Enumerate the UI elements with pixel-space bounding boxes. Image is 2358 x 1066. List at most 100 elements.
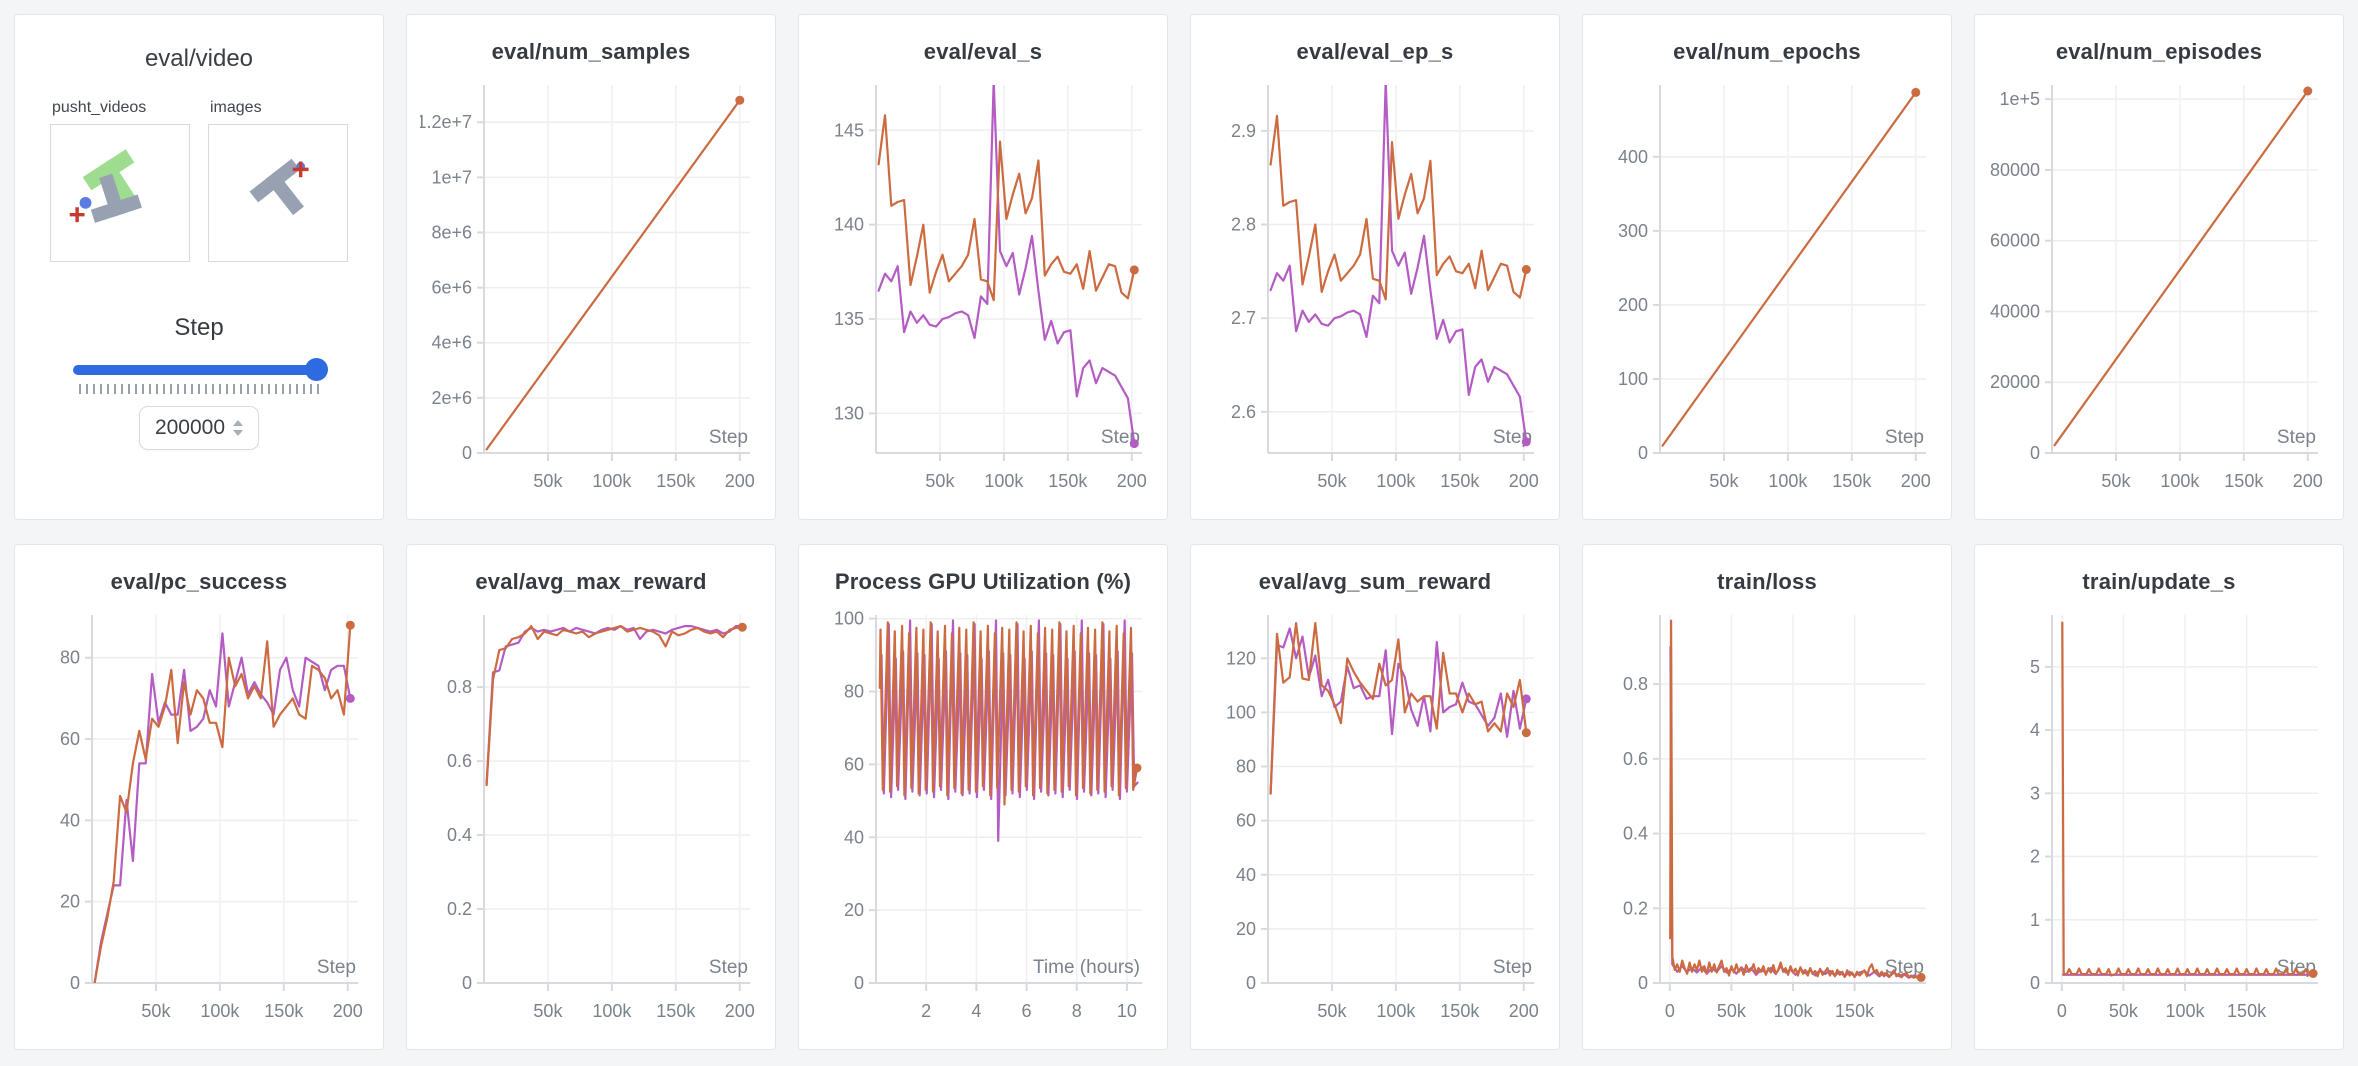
chart-plot[interactable]: 130 135 140 145 50k 100k 150k 200 Step — [812, 73, 1154, 503]
chart-title: eval/num_samples — [491, 39, 691, 64]
svg-text:20: 20 — [844, 900, 864, 920]
panel-eval-ep-s: eval/eval_ep_s 2.6 2.7 2.8 2.9 50k 100k 150k 20… — [1190, 14, 1560, 520]
svg-text:Step: Step — [1885, 427, 1924, 448]
svg-text:40: 40 — [60, 810, 80, 830]
svg-text:1: 1 — [2030, 910, 2040, 930]
svg-text:145: 145 — [834, 120, 864, 140]
svg-text:10: 10 — [1117, 1001, 1137, 1021]
svg-text:80: 80 — [60, 648, 80, 668]
pusht-scene-icon — [69, 149, 142, 223]
svg-text:20: 20 — [60, 892, 80, 912]
svg-text:150k: 150k — [1835, 1001, 1875, 1021]
video-thumbnail-images[interactable] — [208, 124, 348, 262]
step-slider[interactable] — [73, 358, 328, 381]
svg-text:100k: 100k — [984, 471, 1024, 491]
svg-text:2: 2 — [921, 1001, 931, 1021]
video-thumbnail-pusht[interactable] — [50, 124, 190, 262]
panel-gpu-utilization: Process GPU Utilization (%) 0 20 40 60 80 100… — [798, 544, 1168, 1050]
panel-train-update-s: train/update_s 0 1 2 3 4 5 0 50k 100k 150k Step — [1974, 544, 2344, 1050]
svg-text:150k: 150k — [1832, 471, 1872, 491]
chart-plot[interactable]: 0 20 40 60 80 50k 100k 150k 200 Step — [28, 603, 370, 1033]
chart-plot[interactable]: 0 20000 40000 60000 80000 1e+5 50k 100k 150k 200 S… — [1988, 73, 2330, 503]
svg-text:200: 200 — [1509, 471, 1539, 491]
svg-text:50k: 50k — [533, 471, 563, 491]
chart-title: eval/eval_ep_s — [1296, 39, 1454, 64]
chart-plot[interactable]: 0 20 40 60 80 100 120 50k 100k 150k 200 Step — [1204, 603, 1546, 1033]
svg-text:8e+6: 8e+6 — [431, 222, 472, 242]
svg-text:200: 200 — [725, 471, 755, 491]
svg-text:Step: Step — [709, 427, 748, 448]
svg-text:40: 40 — [1236, 865, 1256, 885]
svg-text:100k: 100k — [2165, 1001, 2205, 1021]
svg-text:0.8: 0.8 — [1623, 674, 1648, 694]
svg-text:135: 135 — [834, 309, 864, 329]
stepper-arrows[interactable] — [233, 420, 244, 436]
svg-text:100k: 100k — [1376, 471, 1416, 491]
svg-text:20: 20 — [1236, 919, 1256, 939]
svg-text:100k: 100k — [2160, 471, 2200, 491]
svg-text:400: 400 — [1618, 147, 1648, 167]
chart-plot[interactable]: 2.6 2.7 2.8 2.9 50k 100k 150k 200 Step — [1204, 73, 1546, 503]
svg-text:3: 3 — [2030, 783, 2040, 803]
chart-plot[interactable]: 0 1 2 3 4 5 0 50k 100k 150k Step — [1988, 603, 2330, 1033]
svg-text:60: 60 — [60, 729, 80, 749]
media-label: pusht_videos — [52, 99, 147, 116]
panel-avg-sum-reward: eval/avg_sum_reward 0 20 40 60 80 100 120 50k 10… — [1190, 544, 1560, 1050]
svg-text:100: 100 — [834, 609, 864, 629]
svg-text:0: 0 — [1246, 973, 1256, 993]
svg-text:150k: 150k — [1048, 471, 1088, 491]
svg-text:5: 5 — [2030, 657, 2040, 677]
svg-text:20000: 20000 — [1990, 372, 2040, 392]
svg-text:100k: 100k — [592, 471, 632, 491]
svg-text:80: 80 — [1236, 757, 1256, 777]
svg-text:50k: 50k — [1317, 471, 1347, 491]
svg-text:2.8: 2.8 — [1231, 215, 1256, 235]
chart-title: eval/eval_s — [923, 39, 1043, 64]
chart-plot[interactable]: 0 0.2 0.4 0.6 0.8 50k 100k 150k 200 Step — [420, 603, 762, 1033]
panel-eval-video: eval/video pusht_videos — [14, 14, 384, 520]
svg-text:40000: 40000 — [1990, 301, 2040, 321]
svg-text:0: 0 — [462, 443, 472, 463]
step-value-input[interactable]: 200000 — [139, 406, 259, 450]
step-down-icon[interactable] — [233, 430, 244, 436]
svg-text:2.9: 2.9 — [1231, 121, 1256, 141]
panel-num-epochs: eval/num_epochs 0 100 200 300 400 50k 100k 150k… — [1582, 14, 1952, 520]
svg-text:50k: 50k — [925, 471, 955, 491]
step-up-icon[interactable] — [233, 420, 244, 426]
svg-text:0.6: 0.6 — [1623, 749, 1648, 769]
chart-plot[interactable]: 0 0.2 0.4 0.6 0.8 0 50k 100k 150k Step — [1596, 603, 1938, 1033]
svg-text:50k: 50k — [2101, 471, 2131, 491]
svg-text:100k: 100k — [592, 1001, 632, 1021]
svg-text:140: 140 — [834, 215, 864, 235]
step-value[interactable]: 200000 — [154, 416, 226, 439]
slider-thumb[interactable] — [305, 358, 328, 381]
svg-text:150k: 150k — [2224, 471, 2264, 491]
svg-text:0: 0 — [2057, 1001, 2067, 1021]
chart-title: eval/avg_max_reward — [475, 569, 707, 594]
svg-text:6e+6: 6e+6 — [431, 278, 472, 298]
images-scene-icon — [249, 158, 309, 216]
svg-text:Step: Step — [709, 957, 748, 978]
chart-title: eval/avg_sum_reward — [1258, 569, 1492, 594]
svg-text:0.2: 0.2 — [447, 899, 472, 919]
svg-text:150k: 150k — [264, 1001, 304, 1021]
svg-text:0: 0 — [1638, 443, 1648, 463]
svg-text:1e+7: 1e+7 — [431, 167, 472, 187]
video-panel-title: eval/video — [144, 45, 254, 72]
svg-text:8: 8 — [1072, 1001, 1082, 1021]
chart-plot[interactable]: 0 2e+6 4e+6 6e+6 8e+6 1e+7 1.2e+7 50k 100k 150k 20… — [420, 73, 762, 503]
media-row: pusht_videos — [15, 99, 383, 262]
svg-text:80: 80 — [844, 682, 864, 702]
chart-plot[interactable]: 0 100 200 300 400 50k 100k 150k 200 Step — [1596, 73, 1938, 503]
svg-text:0: 0 — [1638, 973, 1648, 993]
svg-text:150k: 150k — [2227, 1001, 2267, 1021]
slider-track[interactable] — [73, 365, 325, 375]
svg-text:100k: 100k — [1376, 1001, 1416, 1021]
panel-pc-success: eval/pc_success 0 20 40 60 80 50k 100k 150k 200 S… — [14, 544, 384, 1050]
step-slider-title: Step — [174, 314, 224, 341]
slider-tick-ruler — [79, 384, 319, 394]
svg-text:6: 6 — [1022, 1001, 1032, 1021]
svg-text:50k: 50k — [1317, 1001, 1347, 1021]
chart-plot[interactable]: 0 20 40 60 80 100 2 4 6 8 10 Time (hours) — [812, 603, 1154, 1033]
svg-text:200: 200 — [333, 1001, 363, 1021]
